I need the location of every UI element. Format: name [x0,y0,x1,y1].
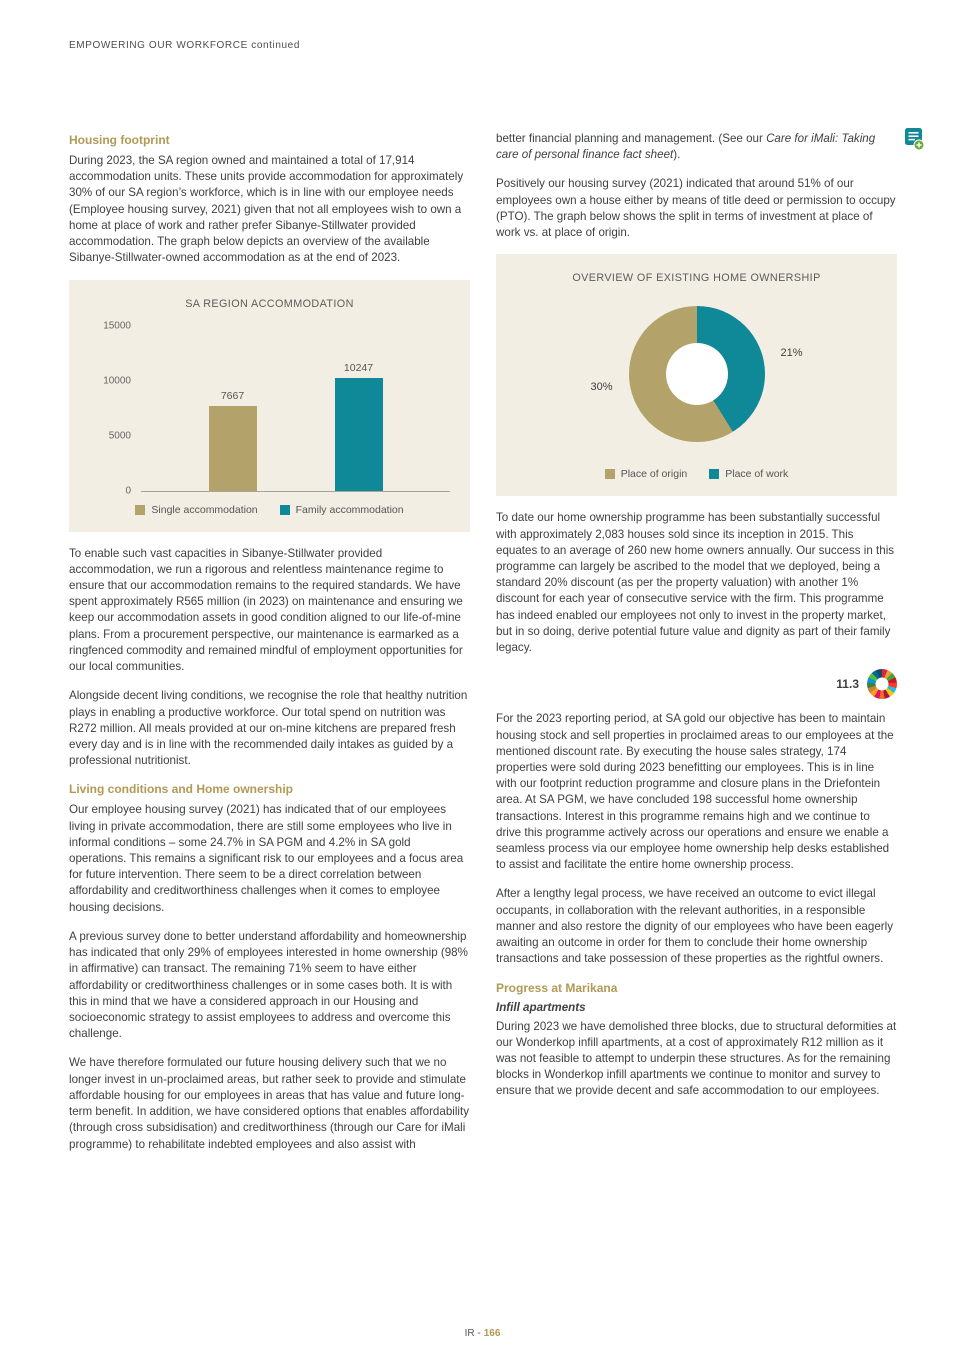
paragraph: better financial planning and management… [496,131,897,163]
legend-item: Family accommodation [279,503,404,516]
legend-item: Place of origin [604,468,688,481]
paragraph: Alongside decent living conditions, we r… [69,689,468,768]
paragraph: After a lengthy legal process, we have r… [496,887,894,966]
section-heading-progress-at-marikana: Progress at Marikana [496,980,618,995]
legend-item: Place of work [709,468,788,480]
legend-label: Place of work [725,468,789,481]
subheading-infill-apartments: Infill apartments [496,1000,586,1014]
fact-sheet-icon[interactable] [903,127,925,156]
paragraph: During 2023, the SA region owned and mai… [69,154,464,265]
y-axis-tick-label: 5000 [108,430,131,442]
donut-chart: 30% 21% [590,306,803,443]
y-axis-tick-label: 0 [125,485,131,497]
bar-plot-area: 7667 10247 0 5000 10000 15000 [103,320,450,496]
legend-label: Family accommodation [295,503,404,516]
donut-chart-legend: Place of origin Place of work [516,468,877,480]
page-number: 166 [483,1328,501,1339]
sdg-target-row: 11.3 [496,669,897,700]
paragraph: We have therefore formulated our future … [69,1056,470,1151]
page-footer: IR -166 [0,1328,965,1339]
sdg-target-label: 11.3 [836,677,859,692]
bar-value-label: 7667 [220,390,245,403]
paragraph-text: better financial planning and management… [496,132,767,145]
y-axis-tick-label: 10000 [103,375,131,387]
paragraph: During 2023 we have demolished three blo… [496,1019,897,1098]
paragraph: To enable such vast capacities in Sibany… [69,546,463,674]
paragraph: Our employee housing survey (2021) has i… [69,803,464,914]
chart-title: SA REGION ACCOMMODATION [185,297,354,310]
right-column: better financial planning and management… [496,128,925,1166]
left-column: Housing footprint During 2023, the SA re… [69,131,470,1166]
bar-value-label: 10247 [343,361,374,374]
legend-swatch [135,504,146,515]
two-column-layout: Housing footprint During 2023, the SA re… [69,128,925,1166]
paragraph: To date our home ownership programme has… [496,511,895,655]
section-heading-living-conditions: Living conditions and Home ownership [69,782,294,797]
donut-chart-home-ownership: OVERVIEW OF EXISTING HOME OWNERSHIP 30% … [496,254,897,497]
donut-label-place-of-work: 21% [780,347,803,360]
donut-label-place-of-origin: 30% [590,381,613,394]
paragraph: Positively our housing survey (2021) ind… [496,177,896,240]
paragraph-text: ). [673,148,681,162]
y-axis-tick-label: 15000 [103,320,131,332]
legend-swatch [709,469,720,480]
paragraph: For the 2023 reporting period, at SA gol… [496,712,894,872]
bars: 7667 10247 [141,326,450,491]
section-heading-housing-footprint: Housing footprint [69,133,170,147]
legend-item: Single accommodation [135,503,258,516]
legend-swatch [279,504,290,515]
paragraph: A previous survey done to better underst… [69,929,468,1041]
bar-chart-sa-region-accommodation: SA REGION ACCOMMODATION 7667 10247 0 5000 1… [69,279,470,532]
bar-single-accommodation: 7667 [208,326,257,491]
legend-label: Single accommodation [151,503,258,516]
running-header: EMPOWERING OUR WORKFORCE continued [69,40,300,51]
bar-rect [208,406,257,491]
donut-hole [665,343,728,406]
chart-title: OVERVIEW OF EXISTING HOME OWNERSHIP [572,272,821,285]
legend-swatch [604,469,615,480]
bar-chart-legend: Single accommodation Family accommodation [89,504,450,516]
legend-label: Place of origin [620,468,688,481]
fact-sheet-reference: Care for iMali: Taking care of personal … [496,132,876,162]
bar-rect [334,377,383,491]
bar-family-accommodation: 10247 [334,326,383,491]
footer-prefix: IR - [464,1328,481,1339]
sdg-wheel-icon [867,669,897,700]
